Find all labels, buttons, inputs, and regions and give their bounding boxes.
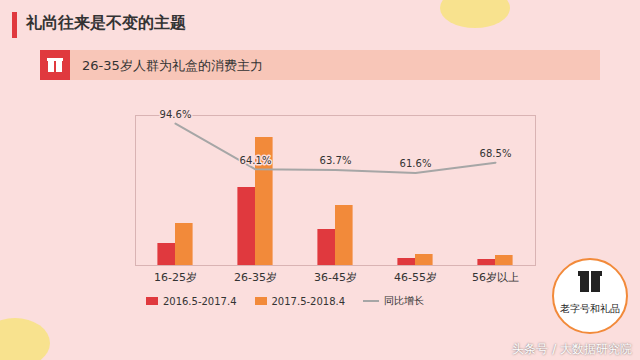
html-text:同比增长: 同比增长 <box>384 295 425 306</box>
svg-text:56岁以上: 56岁以上 <box>472 271 519 284</box>
svg-text:26-35岁: 26-35岁 <box>234 271 277 284</box>
html-text:礼尚往来是不变的主题: 礼尚往来是不变的主题 <box>26 13 186 32</box>
svg-text:68.5%: 68.5% <box>480 148 512 159</box>
svg-text:36-45岁: 36-45岁 <box>314 271 357 284</box>
svg-text:16-25岁: 16-25岁 <box>154 271 197 284</box>
svg-text:46-55岁: 46-55岁 <box>394 271 437 284</box>
html-text:老字号和礼品: 老字号和礼品 <box>560 303 620 314</box>
html-text:头条号 / 大数据研究院: 头条号 / 大数据研究院 <box>512 342 632 356</box>
html-text:2016.5-2017.4: 2016.5-2017.4 <box>162 295 237 307</box>
html-text:26-35岁人群为礼盒的消费主力: 26-35岁人群为礼盒的消费主力 <box>82 58 263 73</box>
html-text:2017.5-2018.4: 2017.5-2018.4 <box>271 295 346 307</box>
svg-text:94.6%: 94.6% <box>160 109 192 120</box>
svg-text:61.6%: 61.6% <box>400 158 432 169</box>
svg-text:64.1%: 64.1% <box>240 155 272 166</box>
svg-text:63.7%: 63.7% <box>320 155 352 166</box>
